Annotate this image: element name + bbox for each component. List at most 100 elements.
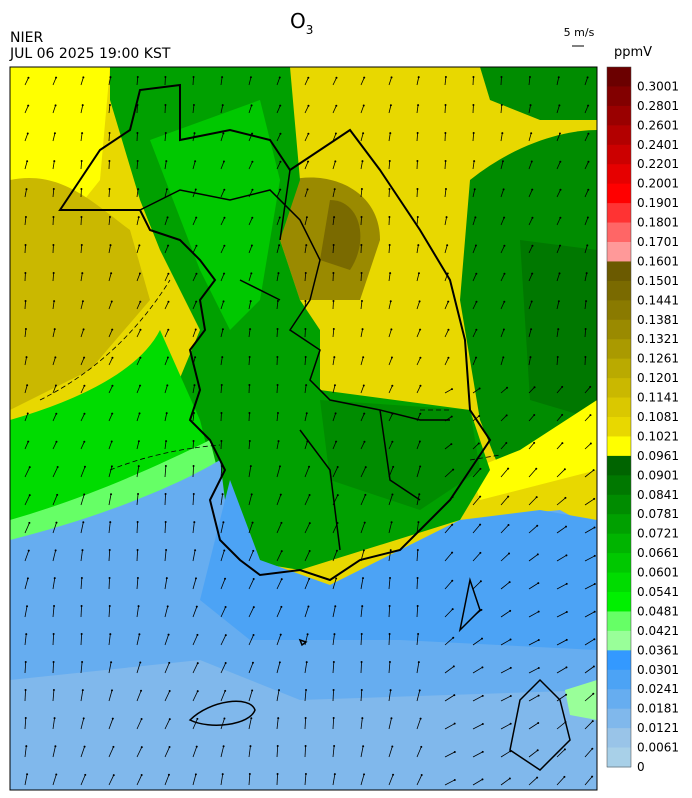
wind-arrow-head [531, 188, 534, 191]
wind-arrow [332, 413, 336, 422]
wind-arrow-head [335, 104, 338, 107]
wind-arrow-head [81, 689, 84, 692]
wind-arrow [528, 667, 539, 674]
wind-arrow-head [192, 104, 195, 107]
wind-arrow-head [249, 300, 252, 303]
wind-arrow-head [304, 328, 307, 331]
wind-arrow [108, 494, 112, 506]
wind-arrow [444, 77, 447, 86]
wind-arrow [556, 273, 560, 282]
wind-arrow [192, 606, 198, 618]
wind-arrow [388, 385, 393, 394]
wind-arrow [80, 522, 84, 534]
wind-arrow [556, 386, 563, 394]
wind-arrow-head [276, 412, 279, 415]
wind-arrow-head [26, 160, 29, 163]
wind-arrow-head [192, 440, 195, 443]
wind-arrow [192, 329, 197, 338]
wind-arrow-head [388, 633, 391, 636]
colorbar-swatch [607, 747, 631, 768]
wind-arrow-head [333, 384, 336, 387]
wind-arrow-head [530, 328, 533, 331]
wind-arrow-head [25, 356, 28, 359]
wind-arrow-head [360, 272, 363, 275]
wind-arrow-head [503, 244, 506, 247]
wind-arrow [52, 357, 56, 366]
wind-arrow-head [450, 388, 453, 391]
wind-arrow [556, 639, 567, 646]
wind-arrow [136, 774, 143, 786]
wind-arrow [192, 690, 199, 702]
colorbar-label: 0.3001 [637, 79, 679, 93]
wind-arrow-head [80, 244, 83, 247]
colorbar-label: 0.0781 [637, 507, 679, 521]
wind-arrow-head [168, 745, 171, 748]
wind-arrow-head [24, 328, 27, 331]
wind-arrow-head [138, 633, 141, 636]
wind-arrow-head [563, 468, 566, 471]
wind-arrow-head [140, 774, 143, 777]
wind-arrow [584, 527, 595, 534]
wind-arrow-head [363, 412, 366, 415]
wind-arrow-head [453, 694, 456, 697]
wind-arrow [304, 522, 311, 534]
wind-arrow [444, 357, 449, 366]
wind-arrow-head [277, 717, 280, 720]
wind-arrow [220, 329, 224, 338]
wind-arrow [248, 466, 252, 478]
wind-arrow [164, 578, 168, 590]
wind-arrow [584, 638, 595, 646]
wind-arrow [220, 133, 224, 142]
wind-arrow-head [279, 132, 282, 135]
wind-arrow [304, 578, 310, 590]
wind-arrow [500, 667, 511, 674]
wind-arrow [472, 329, 477, 338]
field-olive [320, 200, 361, 270]
wind-arrow [192, 245, 197, 254]
wind-arrow-head [306, 188, 309, 191]
wind-arrow-head [416, 605, 419, 608]
colorbar-label: 0.0301 [637, 663, 679, 677]
field-blue [200, 480, 597, 650]
wind-arrow [556, 776, 565, 786]
wind-arrow-head [388, 216, 391, 219]
wind-arrow-head [537, 638, 540, 641]
wind-arrow-head [112, 774, 115, 777]
wind-arrow [52, 578, 56, 590]
wind-arrow [472, 496, 481, 506]
wind-arrow-head [248, 440, 251, 443]
wind-arrow-head [418, 300, 421, 303]
wind-arrow-head [475, 356, 478, 359]
wind-arrow-head [137, 216, 140, 219]
wind-arrow [220, 77, 223, 86]
wind-arrow-head [278, 465, 281, 468]
wind-arrow [136, 329, 141, 338]
colorbar-swatch [607, 105, 631, 126]
wind-arrow-head [361, 328, 364, 331]
wind-arrow-head [82, 328, 85, 331]
wind-arrow [528, 611, 539, 618]
wind-arrow [24, 466, 31, 478]
province-border [139, 169, 450, 551]
wind-arrow-head [167, 328, 170, 331]
wind-arrow [220, 273, 225, 282]
wind-scale-label: 5 m/s [564, 26, 595, 39]
wind-arrow-head [108, 160, 111, 163]
wind-arrow-head [196, 633, 199, 636]
wind-arrow [500, 161, 504, 170]
wind-arrow-head [444, 160, 447, 163]
wind-arrow-head [168, 690, 171, 693]
wind-arrow [24, 634, 27, 646]
wind-arrow [164, 493, 166, 506]
wind-arrow-head [24, 717, 27, 720]
wind-arrow [108, 718, 114, 730]
wind-arrow [108, 245, 111, 254]
wind-arrow-head [24, 244, 27, 247]
wind-arrow [304, 774, 307, 786]
wind-arrow [584, 414, 591, 422]
wind-arrow-head [249, 76, 252, 79]
wind-arrow-head [450, 415, 453, 418]
wind-arrow-head [481, 694, 484, 697]
wind-arrow-head [140, 689, 143, 692]
